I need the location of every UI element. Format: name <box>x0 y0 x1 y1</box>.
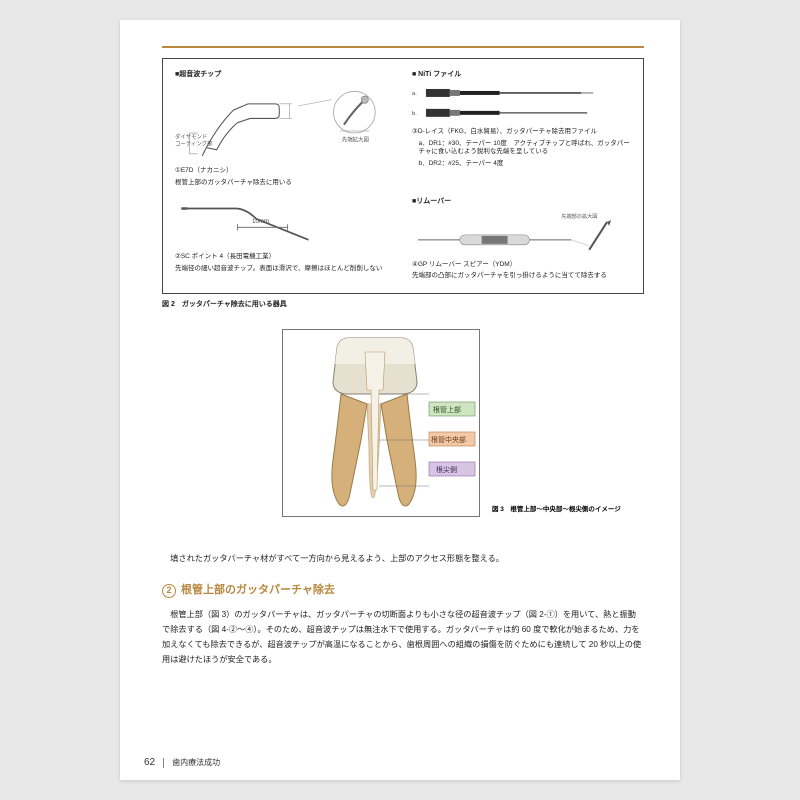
panel-sc-point: 10mm ②SC ポイント 4（長田電機工業） 先端径の細い超音波チップ。表面は… <box>175 196 394 281</box>
figure-3-caption: 図 3 根管上部〜中央部〜根尖側のイメージ <box>492 503 621 517</box>
panel4-title: ■リムーバー <box>412 196 631 206</box>
footer-divider <box>163 758 164 768</box>
label-mid: 根管中央部 <box>431 435 466 444</box>
panel3-label: ②SC ポイント 4（長田電機工業） <box>175 253 394 262</box>
lead-sentence: 填されたガッタパーチャ材がすべて一方向から見えるよう、上部のアクセス形態を整える… <box>162 551 644 566</box>
panel2-line-b: b．DR2：#25、テーパー 4度 <box>412 160 631 169</box>
panel-niti-file: ■ NiTi ファイル a. b. ③D-レイス（FKG、白水貿易）、ガッタパー… <box>412 69 631 188</box>
section-number: 2 <box>162 584 176 598</box>
panel-ultrasonic-tip: ■超音波チップ ダイヤモンド コーティング部 先 <box>175 69 394 188</box>
panel2-title: ■ NiTi ファイル <box>412 69 631 79</box>
page-number: 62 <box>144 757 155 768</box>
body-text: 填されたガッタパーチャ材がすべて一方向から見えるよう、上部のアクセス形態を整える… <box>162 551 644 667</box>
remover-diagram: 先端部の拡大図 <box>412 210 631 258</box>
svg-text:b.: b. <box>412 111 417 117</box>
panel2-label: ③D-レイス（FKG、白水貿易）、ガッタパーチャ除去用ファイル <box>412 128 631 137</box>
figure-2-box: ■超音波チップ ダイヤモンド コーティング部 先 <box>162 58 644 294</box>
page-footer: 62 歯内療法成功 <box>144 757 220 768</box>
tooth-diagram: 根管上部 根管中央部 根尖側 <box>282 329 480 517</box>
panel4-desc: 先端部の凸部にガッタパーチャを引っ掛けるように当てて除去する <box>412 272 631 281</box>
figure-2-caption: 図 2 ガッタパーチャ除去に用いる器具 <box>162 299 644 309</box>
panel1-title: ■超音波チップ <box>175 69 394 79</box>
sc-point-diagram: 10mm <box>175 196 394 250</box>
panel1-desc: 根管上部のガッタパーチャ除去に用いる <box>175 179 394 188</box>
svg-text:ダイヤモンド: ダイヤモンド <box>175 132 207 140</box>
svg-text:先端拡大図: 先端拡大図 <box>342 135 369 143</box>
section-heading: 2 根管上部のガッタパーチャ除去 <box>162 580 644 600</box>
panel-remover: ■リムーバー 先端部の拡大図 ④GP リムーバー スピアー（YDM） 先端部の凸… <box>412 196 631 281</box>
panel3-desc: 先端径の細い超音波チップ。表面は滑沢で、摩擦はほとんど削削しない <box>175 265 394 274</box>
page: ■超音波チップ ダイヤモンド コーティング部 先 <box>120 20 680 780</box>
section-paragraph: 根管上部（図 3）のガッタパーチャは、ガッタパーチャの切断面よりも小さな径の超音… <box>162 607 644 668</box>
top-rule <box>162 46 644 48</box>
section-title: 根管上部のガッタパーチャ除去 <box>181 580 335 600</box>
figure-3: 根管上部 根管中央部 根尖側 図 3 根管上部〜中央部〜根尖側のイメージ <box>282 329 644 517</box>
panel1-label: ①E7D（ナカニシ） <box>175 167 394 176</box>
ultrasonic-tip-diagram: ダイヤモンド コーティング部 先端拡大図 <box>175 83 394 164</box>
footer-title: 歯内療法成功 <box>172 757 220 768</box>
panel4-label: ④GP リムーバー スピアー（YDM） <box>412 261 631 270</box>
niti-file-diagram: a. b. <box>412 83 631 125</box>
label-apex: 根尖側 <box>436 465 457 474</box>
svg-text:コーティング部: コーティング部 <box>175 140 213 148</box>
svg-text:10mm: 10mm <box>252 219 269 225</box>
label-upper: 根管上部 <box>433 405 461 414</box>
svg-text:a.: a. <box>412 91 417 97</box>
panel2-line-a: a．DR1：#30、テーパー 10度 アクティブチップと呼ばれ、ガッタパーチャに… <box>412 140 631 158</box>
svg-text:先端部の拡大図: 先端部の拡大図 <box>561 212 597 220</box>
